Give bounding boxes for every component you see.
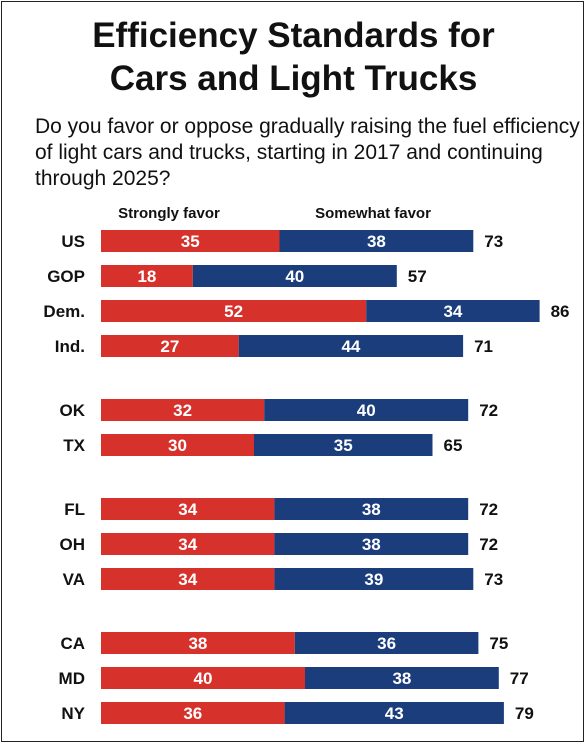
value-strongly-tx: 30	[168, 436, 187, 455]
chart-title-line-2: Cars and Light Trucks	[109, 59, 478, 98]
total-gop: 57	[408, 267, 427, 286]
total-dem: 86	[551, 302, 570, 321]
total-ind: 71	[474, 337, 493, 356]
value-somewhat-ok: 40	[357, 401, 376, 420]
value-somewhat-us: 38	[367, 232, 386, 251]
value-strongly-fl: 34	[178, 500, 197, 519]
value-somewhat-gop: 40	[285, 267, 304, 286]
bar-somewhat-ok	[264, 399, 469, 421]
bar-somewhat-fl	[274, 498, 469, 520]
value-strongly-gop: 18	[137, 267, 156, 286]
row-label-oh: OH	[60, 535, 86, 554]
value-somewhat-ny: 43	[385, 704, 404, 723]
row-label-tx: TX	[63, 436, 85, 455]
bar-strongly-ind	[101, 335, 239, 357]
bar-strongly-va	[101, 568, 275, 590]
bar-strongly-fl	[101, 498, 275, 520]
value-somewhat-ind: 44	[341, 337, 360, 356]
value-somewhat-ca: 36	[377, 634, 396, 653]
value-strongly-dem: 52	[224, 302, 243, 321]
bar-somewhat-va	[274, 568, 474, 590]
bar-somewhat-ind	[238, 335, 464, 357]
row-label-dem: Dem.	[43, 302, 85, 321]
bar-strongly-ok	[101, 399, 265, 421]
value-somewhat-oh: 38	[362, 535, 381, 554]
bar-strongly-dem	[101, 300, 367, 322]
total-va: 73	[484, 570, 503, 589]
chart-title: Efficiency Standards for Cars and Light …	[2, 14, 585, 100]
total-ny: 79	[515, 704, 534, 723]
bar-somewhat-ca	[294, 632, 479, 654]
total-tx: 65	[444, 436, 463, 455]
legend-somewhat-favor: Somewhat favor	[315, 205, 431, 222]
value-strongly-us: 35	[181, 232, 200, 251]
bar-somewhat-oh	[274, 533, 469, 555]
bar-somewhat-md	[305, 667, 499, 689]
bar-strongly-gop	[101, 265, 193, 287]
total-oh: 72	[479, 535, 498, 554]
value-strongly-md: 40	[194, 669, 213, 688]
bar-strongly-ca	[101, 632, 295, 654]
row-label-ok: OK	[60, 401, 86, 420]
value-somewhat-tx: 35	[334, 436, 353, 455]
total-ok: 72	[479, 401, 498, 420]
bar-strongly-ny	[101, 702, 285, 724]
legend-strongly-favor: Strongly favor	[118, 205, 220, 222]
value-somewhat-md: 38	[392, 669, 411, 688]
value-somewhat-va: 39	[364, 570, 383, 589]
bar-strongly-md	[101, 667, 305, 689]
bar-somewhat-gop	[192, 265, 397, 287]
value-strongly-ind: 27	[160, 337, 179, 356]
value-strongly-ca: 38	[188, 634, 207, 653]
bar-somewhat-us	[279, 230, 474, 252]
chart-title-line-1: Efficiency Standards for	[92, 16, 495, 55]
row-label-va: VA	[63, 570, 85, 589]
total-ca: 75	[489, 634, 508, 653]
row-label-fl: FL	[64, 500, 85, 519]
value-strongly-ny: 36	[183, 704, 202, 723]
bar-strongly-tx	[101, 434, 254, 456]
row-label-ca: CA	[60, 634, 85, 653]
value-strongly-va: 34	[178, 570, 197, 589]
total-fl: 72	[479, 500, 498, 519]
total-md: 77	[510, 669, 529, 688]
bar-strongly-us	[101, 230, 280, 252]
value-strongly-ok: 32	[173, 401, 192, 420]
value-somewhat-fl: 38	[362, 500, 381, 519]
bar-somewhat-dem	[366, 300, 540, 322]
row-label-ny: NY	[61, 704, 85, 723]
row-label-gop: GOP	[47, 267, 85, 286]
survey-question: Do you favor or oppose gradually raising…	[35, 115, 580, 190]
total-us: 73	[484, 232, 503, 251]
bar-strongly-oh	[101, 533, 275, 555]
value-somewhat-dem: 34	[443, 302, 462, 321]
row-label-md: MD	[59, 669, 85, 688]
row-label-ind: Ind.	[55, 337, 85, 356]
row-label-us: US	[61, 232, 85, 251]
bar-somewhat-tx	[254, 434, 433, 456]
bar-somewhat-ny	[284, 702, 504, 724]
value-strongly-oh: 34	[178, 535, 197, 554]
